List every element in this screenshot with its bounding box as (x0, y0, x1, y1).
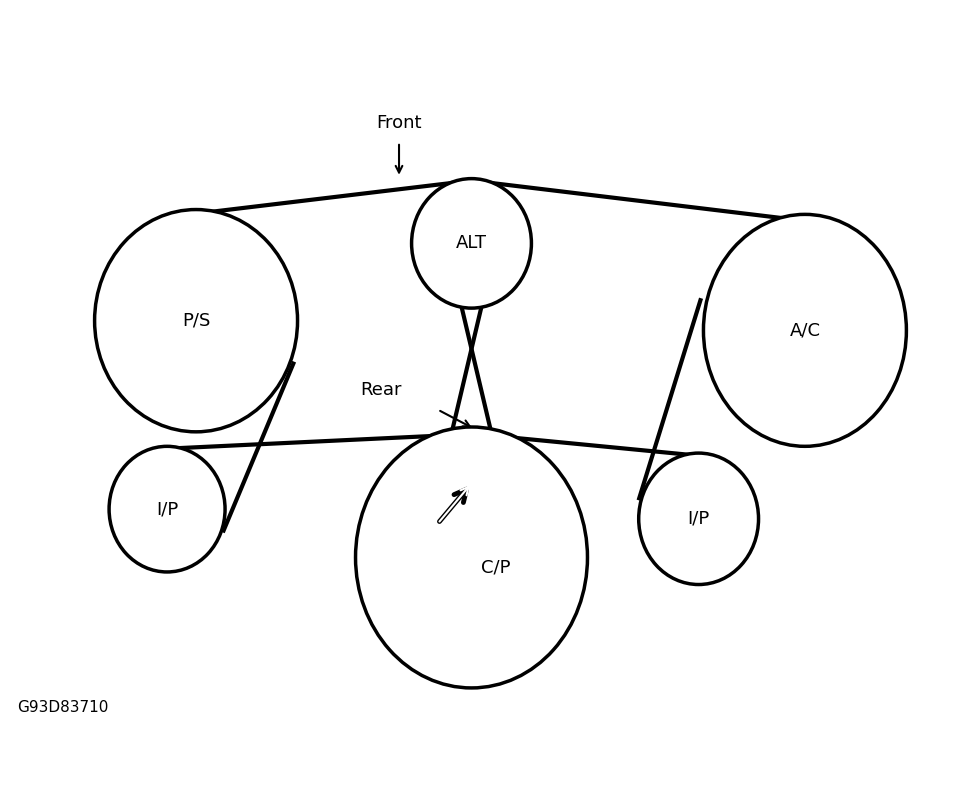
Ellipse shape (94, 209, 297, 431)
Ellipse shape (109, 447, 226, 572)
Text: Rear: Rear (361, 381, 401, 400)
Text: P/S: P/S (182, 312, 210, 330)
Text: I/P: I/P (687, 509, 710, 528)
Ellipse shape (639, 453, 758, 584)
Text: Front: Front (376, 114, 422, 131)
Ellipse shape (356, 427, 587, 688)
Text: C/P: C/P (481, 558, 510, 576)
Ellipse shape (704, 214, 907, 447)
Text: I/P: I/P (156, 500, 178, 518)
Text: G93D83710: G93D83710 (17, 700, 109, 715)
Ellipse shape (411, 178, 532, 308)
Text: ALT: ALT (456, 234, 487, 252)
Text: A/C: A/C (789, 322, 820, 339)
